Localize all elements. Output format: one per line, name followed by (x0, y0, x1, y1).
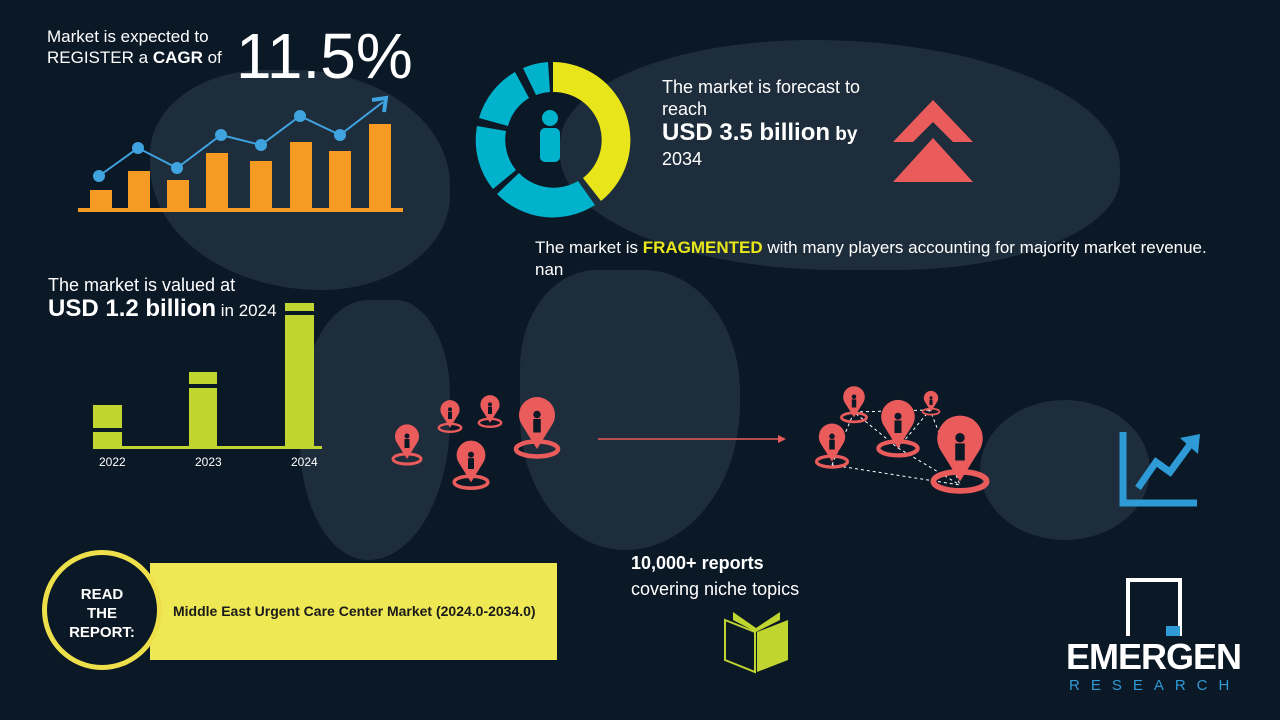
valued-text: The market is valued at USD 1.2 billion … (48, 275, 277, 322)
cagr-value: 11.5% (236, 20, 413, 92)
year-label-2023: 2023 (195, 455, 222, 469)
report-banner[interactable] (150, 563, 557, 660)
book-icon (724, 612, 788, 674)
map-pin-icon (513, 397, 561, 459)
read-report-circle[interactable]: READ THE REPORT: (42, 550, 162, 670)
map-pin-icon (930, 415, 990, 494)
growth-dot (334, 129, 346, 141)
year-bar-chart (93, 303, 322, 449)
map-pin-icon (876, 399, 920, 458)
growth-bar (290, 142, 312, 210)
reports-count-text: 10,000+ reports covering niche topics (631, 553, 800, 599)
forecast-text: The market is forecast to reach USD 3.5 b… (662, 77, 861, 169)
report-title-link[interactable]: Middle East Urgent Care Center Market (2… (173, 603, 536, 619)
double-chevron-up-icon (893, 100, 973, 182)
year-label-2024: 2024 (291, 455, 318, 469)
bar-2022 (93, 405, 122, 448)
growth-dot (132, 142, 144, 154)
map-pin-icon (921, 390, 941, 416)
bar-2023 (189, 372, 217, 448)
growth-dot (93, 170, 105, 182)
map-pin-icon (814, 423, 850, 469)
growth-chart-icon (78, 95, 403, 212)
growth-bar (329, 151, 351, 210)
fragmented-text: The market is FRAGMENTED with many playe… (535, 238, 1207, 279)
growth-dot (215, 129, 227, 141)
emergen-logo-mark (1126, 578, 1182, 636)
growth-bar (167, 180, 189, 210)
donut-person-icon (475, 62, 631, 218)
cagr-text: Market is expected to REGISTER a CAGR of (47, 27, 222, 67)
trend-up-icon (1119, 432, 1200, 507)
growth-dot (294, 110, 306, 122)
logo-sub: RESEARCH (1069, 677, 1241, 694)
map-pin-icon (452, 440, 490, 491)
map-pin-icon (437, 400, 463, 434)
growth-dot (171, 162, 183, 174)
growth-bar (128, 171, 150, 210)
logo-name: EMERGEN (1066, 636, 1242, 677)
year-label-2022: 2022 (99, 455, 126, 469)
world-map-south-america (300, 300, 450, 560)
map-pin-icon (391, 424, 423, 466)
world-map-eurasia (560, 40, 1120, 270)
map-pin-icon (477, 395, 503, 429)
bar-2024 (285, 303, 314, 448)
map-pin-icon (840, 386, 868, 424)
growth-dot (255, 139, 267, 151)
growth-bar (90, 190, 112, 210)
growth-bar (250, 161, 272, 210)
growth-bar (369, 124, 391, 210)
growth-bar (206, 153, 228, 210)
map-pins-icon (391, 386, 990, 494)
world-map-africa (520, 270, 740, 550)
